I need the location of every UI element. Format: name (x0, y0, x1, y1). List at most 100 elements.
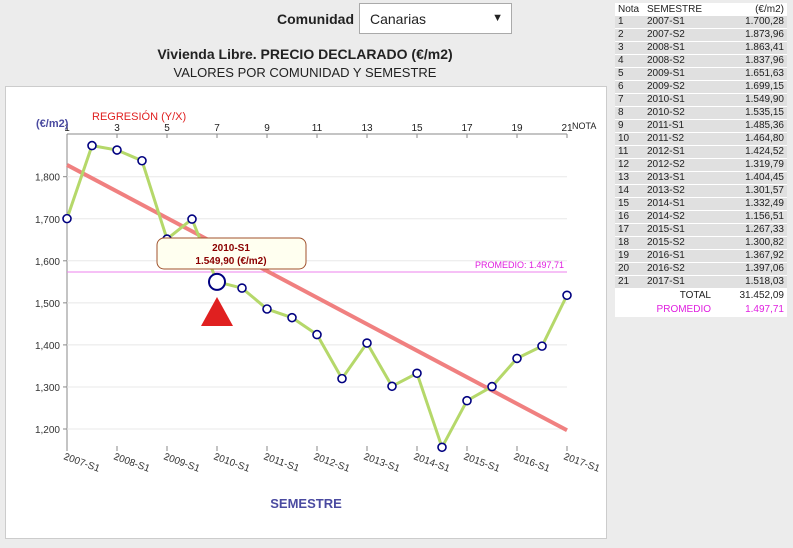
y-tick-label: 1,500 (35, 299, 60, 310)
data-point (112, 145, 122, 155)
cell-nota: 18 (618, 237, 630, 248)
cell-nota: 2 (618, 29, 624, 40)
data-point (387, 381, 397, 392)
comunidad-select[interactable]: Canarias ▼ (359, 3, 512, 34)
total-value: 31.452,09 (739, 290, 785, 301)
cell-nota: 13 (618, 172, 630, 183)
table-row: 13 2013-S1 1.404,45 (615, 172, 787, 185)
y-tick-label: 1,700 (35, 215, 60, 226)
cell-value: 1.397,06 (745, 263, 784, 274)
cell-nota: 3 (618, 42, 624, 53)
cell-semestre: 2008-S1 (647, 42, 685, 53)
cell-semestre: 2009-S1 (647, 68, 685, 79)
data-point (312, 329, 322, 340)
cell-nota: 8 (618, 107, 624, 118)
tooltip-semester: 2010-S1 (212, 243, 250, 254)
cell-semestre: 2010-S2 (647, 107, 685, 118)
cell-nota: 9 (618, 120, 624, 131)
cell-semestre: 2012-S1 (647, 146, 685, 157)
cell-semestre: 2012-S2 (647, 159, 685, 170)
chart-title: Vivienda Libre. PRECIO DECLARADO (€/m2) (157, 46, 453, 62)
data-point (137, 155, 147, 166)
cell-semestre: 2015-S2 (647, 237, 685, 248)
cell-value: 1.424,52 (745, 146, 784, 157)
comunidad-select-value: Canarias (370, 11, 427, 27)
x-tick-label: 2010-S1 (212, 451, 252, 474)
top-tick-label: 13 (361, 123, 373, 134)
filter-bar: Comunidad Canarias ▼ (0, 0, 610, 40)
cell-value: 1.837,96 (745, 55, 784, 66)
cell-semestre: 2014-S2 (647, 211, 685, 222)
cell-semestre: 2014-S1 (647, 198, 685, 209)
x-tick-label: 2009-S1 (162, 451, 202, 474)
top-tick-label: 19 (511, 123, 523, 134)
regression-line (66, 163, 568, 433)
data-point (187, 214, 197, 224)
cell-nota: 17 (618, 224, 630, 235)
cell-semestre: 2008-S2 (647, 55, 685, 66)
y-tick-label: 1,400 (35, 341, 60, 352)
y-tick-label: 1,200 (35, 425, 60, 436)
x-tick-label: 2013-S1 (362, 451, 402, 474)
data-point (87, 140, 97, 151)
cell-semestre: 2009-S2 (647, 81, 685, 92)
tooltip-box (156, 237, 307, 270)
cell-nota: 5 (618, 68, 624, 79)
cell-nota: 6 (618, 81, 624, 92)
table-body: 1 2007-S1 1.700,28 2 2007-S2 1.873,96 3 2008-S1… (615, 16, 787, 289)
cell-nota: 1 (618, 16, 624, 27)
data-point (437, 442, 447, 453)
cell-value: 1.873,96 (745, 29, 784, 40)
data-point (462, 395, 472, 406)
comunidad-label: Comunidad (277, 11, 354, 27)
cell-value: 1.535,15 (745, 107, 784, 118)
data-point (287, 312, 297, 323)
table-row: 5 2009-S1 1.651,63 (615, 68, 787, 81)
cell-value: 1.700,28 (745, 16, 784, 27)
cell-value: 1.404,45 (745, 172, 784, 183)
header-value: (€/m2) (755, 4, 784, 15)
table-row: 18 2015-S2 1.300,82 (615, 237, 787, 250)
regression-label: REGRESIÓN (Y/X) (92, 110, 186, 123)
cell-value: 1.300,82 (745, 237, 784, 248)
cell-value: 1.319,79 (745, 159, 784, 170)
x-tick-label: 2007-S1 (62, 451, 102, 474)
y-tick-label: 1,800 (35, 173, 60, 184)
cell-semestre: 2016-S2 (647, 263, 685, 274)
table-row: 9 2011-S1 1.485,36 (615, 120, 787, 133)
cell-value: 1.301,57 (745, 185, 784, 196)
average-label: PROMEDIO: 1.497,71 (475, 260, 564, 270)
average-label: PROMEDIO (656, 304, 711, 315)
top-tick-label: 7 (214, 123, 220, 134)
top-tick-label: 11 (312, 123, 323, 134)
table-row: 12 2012-S2 1.319,79 (615, 159, 787, 172)
table-row: 6 2009-S2 1.699,15 (615, 81, 787, 94)
cell-nota: 12 (618, 159, 630, 170)
data-point (208, 272, 226, 291)
total-label: TOTAL (679, 290, 711, 301)
cell-nota: 15 (618, 198, 630, 209)
cell-nota: 16 (618, 211, 630, 222)
y-tick-label: 1,600 (35, 257, 60, 268)
cell-value: 1.549,90 (745, 94, 784, 105)
data-point (262, 304, 272, 314)
data-point (512, 353, 522, 364)
data-point (337, 373, 347, 384)
cell-value: 1.156,51 (745, 211, 784, 222)
highlight-triangle (201, 297, 233, 326)
tooltip-value: 1.549,90 (€/m2) (195, 256, 266, 267)
data-point (412, 368, 422, 379)
x-tick-label: 2016-S1 (512, 451, 552, 474)
table-row: 3 2008-S1 1.863,41 (615, 42, 787, 55)
table-row: 20 2016-S2 1.397,06 (615, 263, 787, 276)
cell-nota: 7 (618, 94, 624, 105)
x-tick-label: 2015-S1 (462, 451, 502, 474)
header-semestre: SEMESTRE (647, 4, 703, 15)
cell-value: 1.518,03 (745, 276, 784, 287)
data-point (237, 283, 247, 293)
data-point (562, 290, 572, 301)
x-axis-label: SEMESTRE (270, 496, 342, 511)
table-row: 2 2007-S2 1.873,96 (615, 29, 787, 42)
nota-label: NOTA (572, 121, 596, 131)
